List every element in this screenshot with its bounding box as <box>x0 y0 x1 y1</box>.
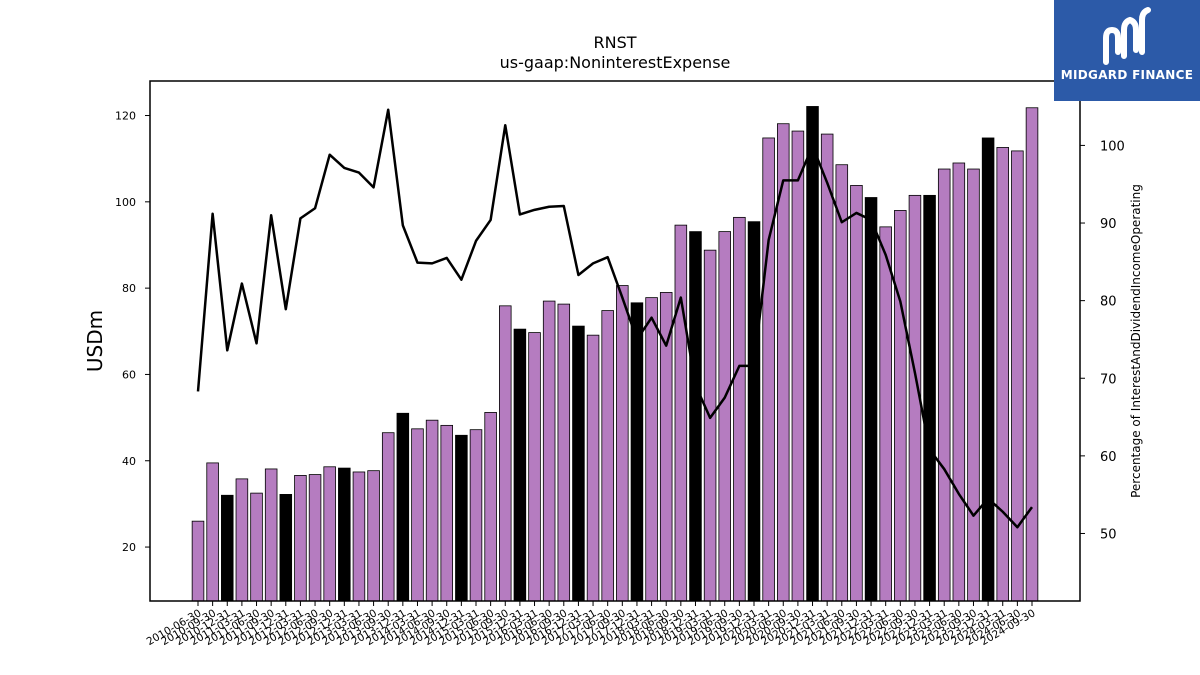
y2-tick-label: 70 <box>1100 372 1117 387</box>
brand-logo: MIDGARD FINANCE <box>1054 0 1200 101</box>
logo-text: MIDGARD FINANCE <box>1060 68 1194 82</box>
bar-2017-03-31 <box>586 334 600 602</box>
bar-2011-03-31 <box>235 478 249 602</box>
bar-2017-12-31 <box>630 302 644 602</box>
bar-2017-06-30 <box>601 310 614 602</box>
bar-2020-09-30 <box>791 130 805 602</box>
y-tick-label: 60 <box>122 368 136 381</box>
bar-2014-09-30 <box>440 424 453 602</box>
bar-2024-06-30 <box>1011 150 1024 602</box>
bar-2021-03-31 <box>820 133 834 602</box>
bar-2010-09-30 <box>206 462 219 602</box>
y-tick-label: 40 <box>122 455 136 468</box>
y2-tick-label: 60 <box>1100 450 1117 465</box>
y2-tick-label: 90 <box>1100 217 1117 232</box>
bar-2017-09-30 <box>616 285 629 602</box>
bar-2019-09-30 <box>733 216 746 602</box>
left-axis: 20 40 60 80 100 120 <box>115 110 150 554</box>
right-axis: 50 60 70 80 90 100 <box>1080 139 1125 542</box>
line-path <box>196 108 1034 529</box>
plot-frame <box>149 80 1081 602</box>
bar-2021-06-30 <box>835 164 849 602</box>
bar-2021-09-30 <box>850 185 863 602</box>
bar-2019-03-31 <box>703 249 717 602</box>
bar-2023-06-30 <box>952 162 966 602</box>
y-tick-label: 20 <box>122 541 136 554</box>
bar-2013-06-30 <box>367 470 380 602</box>
bar-2022-06-30 <box>894 210 907 602</box>
bar-2024-09-30 <box>1025 107 1039 602</box>
bar-2015-06-30 <box>484 412 497 602</box>
bar-2013-09-30 <box>381 432 395 602</box>
bar-2023-12-31 <box>981 137 995 602</box>
bar-2021-12-31 <box>864 197 878 602</box>
bar-2013-12-31 <box>396 412 410 602</box>
bar-2018-03-31 <box>645 297 658 602</box>
bar-2010-06-30 <box>191 520 205 602</box>
bar-2023-03-31 <box>937 168 951 602</box>
bar-2018-09-30 <box>674 224 688 602</box>
bar-2014-03-31 <box>411 428 424 602</box>
bar-2015-03-31 <box>469 429 483 602</box>
y2-tick-label: 80 <box>1100 295 1117 310</box>
y2-tick-label: 50 <box>1100 527 1117 542</box>
y-axis-label: USDm <box>83 310 107 372</box>
bar-2014-06-30 <box>425 419 439 602</box>
bar-2019-06-30 <box>718 231 731 602</box>
bar-2024-03-31 <box>996 147 1009 602</box>
x-axis: 2010-06-302010-09-302010-12-312011-03-31… <box>145 601 1038 648</box>
bar-2015-09-30 <box>499 305 512 602</box>
bar-2012-03-31 <box>294 475 307 602</box>
y-tick-label: 120 <box>115 110 136 123</box>
bar-2023-09-30 <box>967 168 980 602</box>
logo-icon <box>1103 7 1151 65</box>
bar-2016-09-30 <box>557 303 571 602</box>
bar-2011-06-30 <box>250 492 263 602</box>
bar-2019-12-31 <box>747 221 761 602</box>
bar-2012-09-30 <box>323 466 336 602</box>
bar-2020-03-31 <box>762 137 775 602</box>
y-tick-label: 100 <box>115 196 136 209</box>
y2-axis-label: Percentage of InterestAndDividendIncomeO… <box>1129 184 1143 498</box>
bar-2013-03-31 <box>352 471 366 602</box>
chart-title: RNST <box>593 33 637 52</box>
chart-subtitle: us-gaap:NoninterestExpense <box>499 53 731 72</box>
bar-2020-12-31 <box>806 106 819 602</box>
line-series <box>196 108 1034 529</box>
bar-2012-12-31 <box>338 467 351 602</box>
bar-2010-12-31 <box>221 494 234 602</box>
bar-2014-12-31 <box>455 434 468 602</box>
bar-2011-12-31 <box>279 494 293 602</box>
bar-2018-12-31 <box>689 231 702 602</box>
bar-2016-03-31 <box>528 332 541 602</box>
bar-2022-12-31 <box>923 194 936 602</box>
bar-2016-12-31 <box>572 325 585 602</box>
bar-series <box>191 106 1039 602</box>
bar-2016-06-30 <box>542 300 556 602</box>
bar-2022-03-31 <box>879 226 892 602</box>
bar-2011-09-30 <box>264 468 278 602</box>
bar-2015-12-31 <box>513 328 527 602</box>
bar-2012-06-30 <box>308 474 322 602</box>
y-tick-label: 80 <box>122 282 136 295</box>
y2-tick-label: 100 <box>1100 139 1125 154</box>
